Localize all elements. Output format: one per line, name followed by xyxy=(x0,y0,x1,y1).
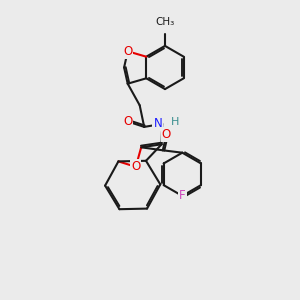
Text: N: N xyxy=(153,117,162,130)
Text: O: O xyxy=(162,128,171,141)
Text: O: O xyxy=(131,160,140,173)
Text: CH₃: CH₃ xyxy=(155,17,175,27)
Text: O: O xyxy=(123,115,132,128)
Text: O: O xyxy=(123,45,132,58)
Text: H: H xyxy=(171,117,179,128)
Text: F: F xyxy=(179,189,186,203)
